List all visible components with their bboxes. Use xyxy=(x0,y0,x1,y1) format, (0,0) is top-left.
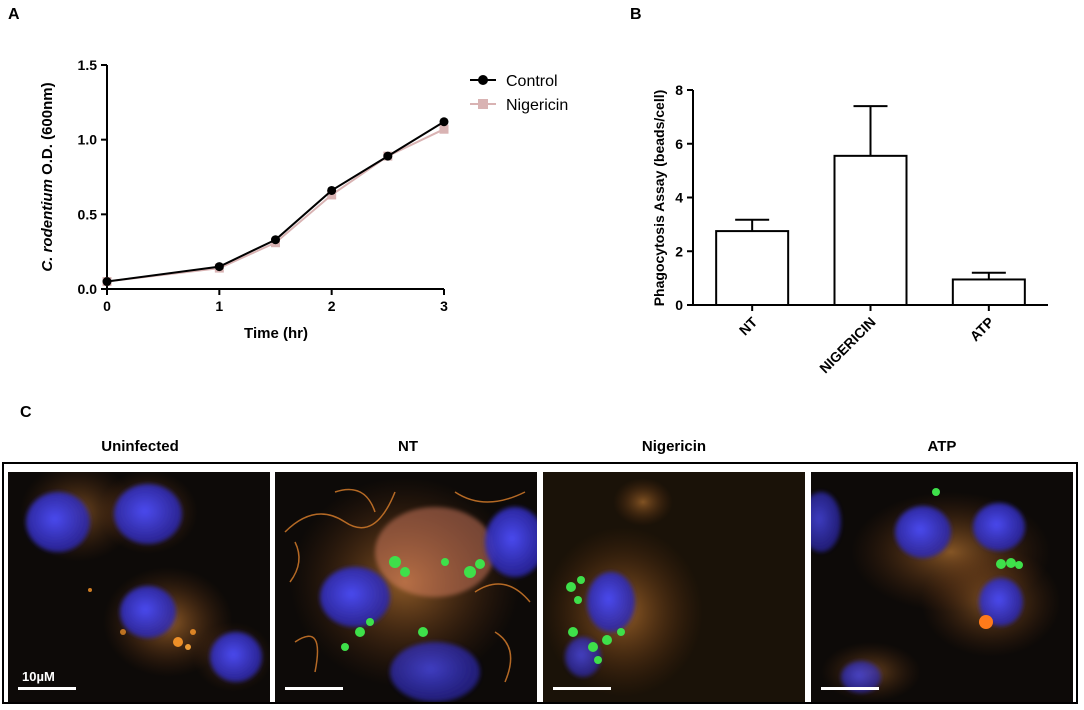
legend: Control Nigericin xyxy=(470,73,568,114)
x-tick-label: 2 xyxy=(328,298,336,314)
y-tick-label: 0.5 xyxy=(78,206,98,222)
data-point-control xyxy=(439,117,449,127)
micro-title-nigericin: Nigericin xyxy=(641,438,707,455)
micro-title-nt: NT xyxy=(398,438,418,455)
nucleus xyxy=(114,484,182,544)
scale-bar-label: 10µM xyxy=(22,669,55,684)
micro-image-atp xyxy=(811,472,1073,702)
series-line-nigericin xyxy=(106,128,445,283)
y-tick-label: 8 xyxy=(675,82,683,98)
micro-image-nt xyxy=(275,472,537,702)
y-tick-label: 0.0 xyxy=(78,281,98,297)
data-point-nigericin xyxy=(439,124,449,134)
bar-atp xyxy=(951,278,1026,306)
nucleus xyxy=(26,492,90,552)
data-point-control xyxy=(271,235,280,245)
legend-label-control: Control xyxy=(506,73,558,90)
scale-bar xyxy=(553,687,611,690)
panel-label-b: B xyxy=(630,6,642,23)
x-tick-label: ATP xyxy=(967,314,997,344)
nucleus xyxy=(587,572,635,632)
nucleus xyxy=(210,632,262,682)
scale-bar xyxy=(821,687,879,690)
y-tick-label: 1.0 xyxy=(78,132,98,148)
micro-title-atp: ATP xyxy=(927,438,957,455)
data-point-control xyxy=(102,277,112,287)
y-axis-label: Phagocytosis Assay (beads/cell) xyxy=(651,90,667,307)
panel-label-a: A xyxy=(8,6,20,23)
nucleus xyxy=(390,642,480,702)
data-point-control xyxy=(327,185,337,195)
growth-line-chart: 0.0 0.5 1.0 1.5 0 1 2 3 Time (hr) C. rodentium … xyxy=(39,57,568,342)
micro-title-uninfected: Uninfected xyxy=(101,438,179,455)
scale-bar xyxy=(18,687,76,690)
x-tick-label: NIGERICIN xyxy=(816,314,878,376)
data-point-control xyxy=(383,151,393,161)
nucleus xyxy=(320,567,390,627)
x-tick-label: 1 xyxy=(215,298,223,314)
nucleus xyxy=(979,578,1023,626)
y-tick-label: 1.5 xyxy=(78,57,98,73)
y-tick-label: 6 xyxy=(675,136,683,152)
x-tick-label: NT xyxy=(736,313,761,338)
micro-image-uninfected: 10µM xyxy=(8,472,270,702)
y-tick-label: 4 xyxy=(675,190,683,206)
legend-label-nigericin: Nigericin xyxy=(506,97,568,114)
panel-label-c: C xyxy=(20,404,32,421)
scale-bar xyxy=(285,687,343,690)
legend-marker-control xyxy=(478,75,488,85)
y-tick-label: 2 xyxy=(675,243,683,259)
legend-marker-nigericin xyxy=(478,99,488,109)
bar-nt xyxy=(715,230,790,306)
y-tick-label: 0 xyxy=(675,297,683,313)
x-axis-label: Time (hr) xyxy=(244,325,308,342)
data-point-control xyxy=(214,262,224,272)
micro-image-nigericin xyxy=(543,472,805,702)
nucleus xyxy=(120,586,176,638)
bar-nigericin xyxy=(833,154,908,306)
phagocytosis-bar-chart: 0 2 4 6 8 NT NIGERICIN ATP Phagocytosis Assay … xyxy=(651,82,1048,376)
series-line-control xyxy=(106,120,445,283)
nucleus xyxy=(485,507,537,577)
x-tick-label: 0 xyxy=(103,298,111,314)
nucleus xyxy=(895,506,951,558)
nucleus xyxy=(973,503,1025,551)
y-axis-label: C. rodentium O.D. (600nm) xyxy=(39,82,56,271)
x-tick-label: 3 xyxy=(440,298,448,314)
